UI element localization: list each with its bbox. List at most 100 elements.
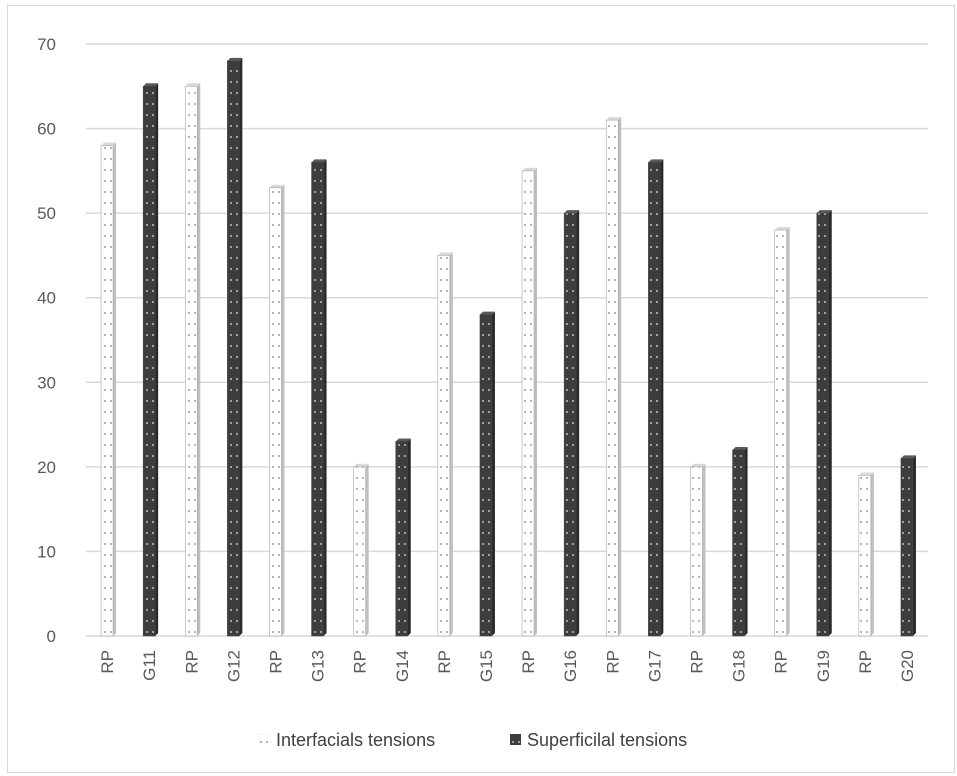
bar-front [353,466,366,637]
x-tick-label: G13 [309,650,328,682]
bar-top [648,159,664,163]
bar-superficial [142,83,159,637]
bar-top [101,142,117,146]
x-tick-label: RP [856,650,875,674]
bar-front [395,441,408,637]
bar-superficial [395,438,411,637]
bar-side [323,159,327,636]
x-tick-label: G12 [224,650,243,682]
bar-superficial [563,210,580,637]
bar-front [563,212,577,637]
bar-side [155,83,159,637]
bar-side [828,210,832,636]
x-tick-label: RP [266,650,285,674]
bar-top [732,446,748,450]
bar-side [534,167,538,636]
bar-side [197,83,201,637]
x-axis-ticks: RP G11 RP G12 RP G13 RP G14 RP G15 RP G16 RP G17 RP G18… [98,650,917,682]
x-tick-label: RP [351,650,370,674]
bar-front [311,162,324,637]
bar-front [521,170,535,637]
y-tick-label: 70 [37,35,56,54]
x-tick-label: G15 [477,650,496,682]
bar-interfacial [858,472,874,637]
y-tick-label: 0 [47,627,56,646]
bar-side [239,57,243,636]
bar-superficial [479,311,495,637]
bar-top [900,455,916,459]
bar-side [576,210,580,636]
bar-superficial [311,159,327,637]
y-axis-ticks: 0 10 20 30 40 50 60 70 [37,35,56,646]
bar-side [786,227,790,637]
bar-superficial [227,57,243,637]
x-tick-label: RP [435,650,454,674]
x-tick-label: G18 [730,650,749,682]
bar-side [618,117,622,637]
x-tick-label: G20 [898,650,917,682]
bar-front [858,475,872,637]
bar-interfacial [184,83,201,637]
bar-top [437,252,453,256]
legend-item-superficial: Superficilal tensions [510,730,687,750]
x-tick-label: RP [519,650,538,674]
bar-side [449,252,453,636]
x-tick-label: G16 [561,650,580,682]
legend-item-interfacial: Interfacials tensions [258,730,435,750]
bar-front [605,119,619,637]
bar-side [113,142,117,636]
y-tick-label: 50 [37,204,56,223]
bar-interfacial [521,167,538,637]
bar-top [522,167,538,171]
bar-top [143,83,159,87]
bar-top [858,472,874,476]
bar-front [142,86,156,637]
x-tick-label: G11 [140,650,159,681]
bar-front [732,449,745,637]
x-tick-label: RP [603,650,622,674]
x-tick-label: RP [98,650,117,674]
bar-interfacial [100,142,117,637]
x-tick-label: RP [687,650,706,674]
bar-top [185,83,201,87]
bar-top [227,57,243,61]
y-tick-label: 60 [37,120,56,139]
bar-top [395,438,411,442]
x-tick-label: G14 [393,650,412,682]
bar-interfacial [690,463,706,637]
bar-front [184,85,198,637]
bar-side [870,472,874,636]
y-tick-label: 10 [37,542,56,561]
bar-superficial [732,446,748,637]
bar-top [774,227,790,231]
bar-top [690,463,706,467]
bar-interfacial [437,252,453,637]
bar-side [491,311,495,636]
x-tick-label: RP [182,650,201,674]
legend-swatch [510,734,521,745]
bar-front [690,466,703,637]
legend-swatch [258,733,269,744]
y-tick-label: 40 [37,289,56,308]
bar-side [407,438,411,636]
bar-side [660,159,664,636]
bar-front [648,162,661,637]
bar-side [912,455,916,636]
bar-side [281,184,285,636]
bar-front [227,60,240,637]
bar-interfacial [353,463,369,637]
bar-front [900,458,914,637]
bar-front [479,314,493,637]
bar-front [437,255,451,637]
bar-front [816,212,829,637]
bar-side [365,463,369,636]
bar-superficial [648,159,664,637]
x-tick-label: G17 [645,650,664,682]
bar-side [702,463,706,636]
gridlines [86,43,928,637]
bar-interfacial [269,184,285,637]
bar-top [353,463,369,467]
bar-side [744,446,748,636]
x-tick-label: G19 [814,650,833,682]
